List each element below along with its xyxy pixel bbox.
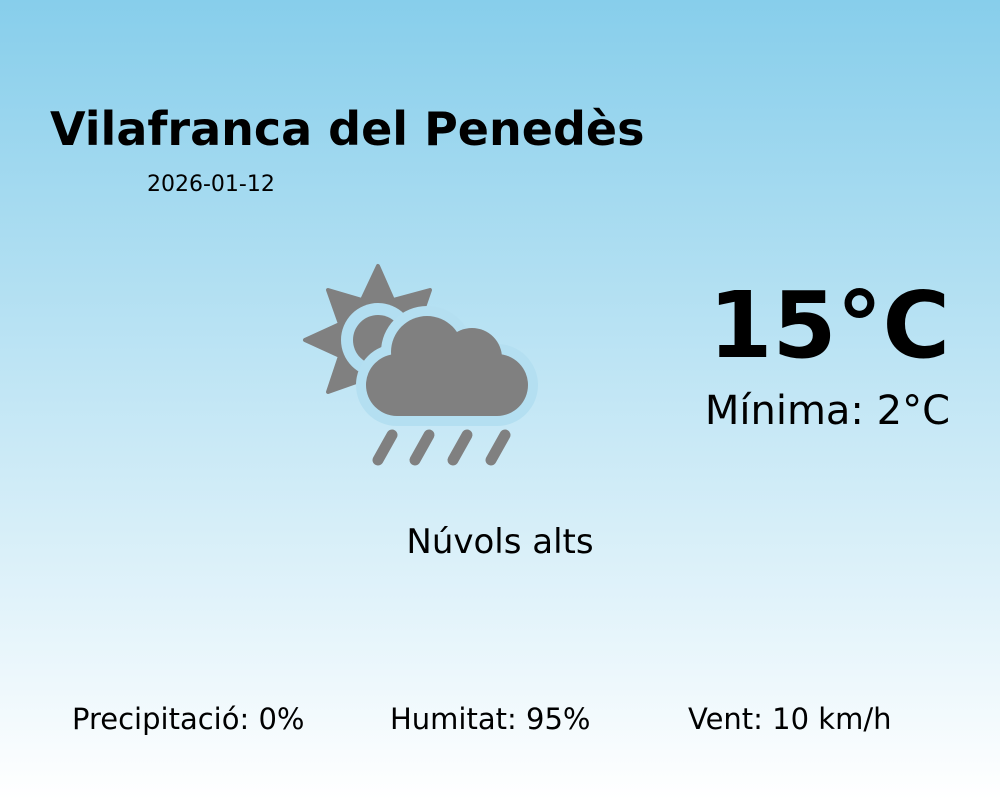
forecast-date: 2026-01-12 xyxy=(147,172,275,197)
location-title: Vilafranca del Penedès xyxy=(50,102,645,156)
weather-condition: Núvols alts xyxy=(406,522,594,562)
minimum-temperature: Mínima: 2°C xyxy=(704,388,950,434)
current-temperature: 15°C xyxy=(708,272,950,379)
humidity-stat: Humitat: 95% xyxy=(390,702,591,736)
wind-stat: Vent: 10 km/h xyxy=(688,702,892,736)
precipitation-stat: Precipitació: 0% xyxy=(72,702,305,736)
